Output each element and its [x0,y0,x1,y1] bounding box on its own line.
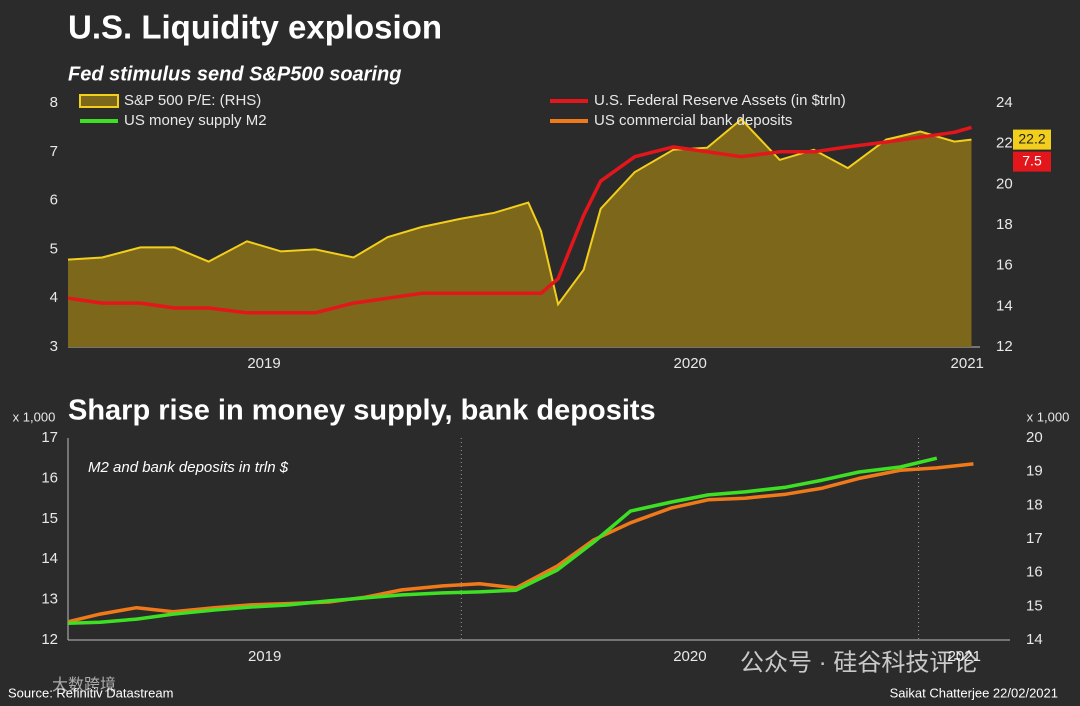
x-tick-label: 2019 [247,355,280,372]
x-tick-label: 2021 [951,355,984,372]
line [67,456,938,625]
y-tick-label: 14 [41,550,58,567]
legend-label: S&P 500 P/E: (RHS) [124,92,261,109]
y2-axis-label: x 1,000 [1027,409,1070,424]
legend-label: U.S. Federal Reserve Assets (in $trln) [594,92,846,109]
source: Source: Refinitiv Datastream [8,685,173,700]
y-tick-label: 7 [50,143,58,160]
y-tick-label: 16 [41,469,58,486]
credit: Saikat Chatterjee 22/02/2021 [890,685,1058,700]
chart-subtitle: Fed stimulus send S&P500 soaring [68,63,401,85]
watermark: 公众号 · 硅谷科技评论 [740,649,977,676]
x-tick-label: 2019 [248,648,281,665]
value-tag-label: 22.2 [1018,130,1045,146]
x-tick-label: 2020 [674,355,707,372]
y2-tick-label: 24 [996,94,1013,111]
chart-title: Sharp rise in money supply, bank deposit… [68,395,656,427]
line [67,125,972,315]
y-tick-label: 5 [50,240,58,257]
y-tick-label: 17 [41,429,58,446]
chart-title: U.S. Liquidity explosion [68,9,442,46]
area [68,119,972,347]
y2-tick-label: 19 [1026,463,1043,480]
y-tick-label: 15 [41,510,58,527]
y2-tick-label: 18 [1026,496,1043,513]
x-tick-label: 2021 [948,648,981,665]
watermark: 大数跨境 [52,675,116,694]
y2-tick-label: 16 [1026,564,1043,581]
y-tick-label: 8 [50,94,58,111]
legend-swatch [79,94,119,108]
y2-tick-label: 14 [996,297,1013,314]
legend-label: US money supply M2 [124,112,267,129]
annotation: M2 and bank deposits in trln $ [88,459,289,476]
y-tick-label: 12 [41,631,58,648]
y-tick-label: 3 [50,338,58,355]
y2-tick-label: 22 [996,135,1013,152]
y-tick-label: 6 [50,192,58,209]
y-axis-label: x 1,000 [13,409,56,424]
y-tick-label: 4 [50,289,58,306]
y2-tick-label: 18 [996,216,1013,233]
y2-tick-label: 12 [996,338,1013,355]
y2-tick-label: 16 [996,257,1013,274]
legend-label: US commercial bank deposits [594,112,792,129]
y2-tick-label: 20 [996,175,1013,192]
value-tag [1013,129,1051,150]
line [67,462,974,624]
value-tag-label: 7.5 [1022,152,1042,168]
area-outline [67,117,972,307]
value-tag [1013,151,1051,172]
y2-tick-label: 14 [1026,631,1043,648]
x-tick-label: 2020 [673,648,706,665]
y2-tick-label: 15 [1026,597,1043,614]
y-tick-label: 13 [41,591,58,608]
y2-tick-label: 20 [1026,429,1043,446]
y2-tick-label: 17 [1026,530,1043,547]
